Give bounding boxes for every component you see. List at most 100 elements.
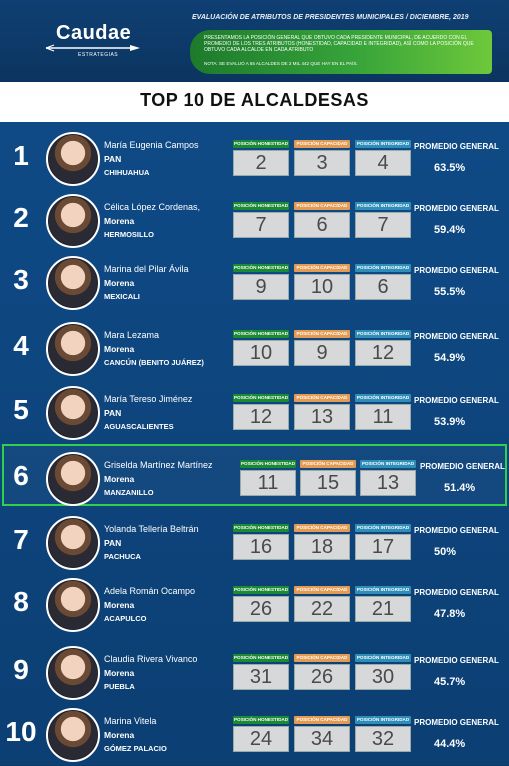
mayor-row: 6 Griselda Martínez Martínez Morena MANZ… (0, 446, 509, 510)
honestidad-value: 24 (233, 726, 289, 752)
integridad-label: POSICIÓN INTEGRIDAD (355, 654, 411, 662)
capacidad-position: POSICIÓN CAPACIDAD 10 (294, 264, 350, 300)
honestidad-value: 9 (233, 274, 289, 300)
honestidad-label: POSICIÓN HONESTIDAD (233, 264, 289, 272)
highlight-frame (2, 444, 507, 506)
mayor-row: 10 Marina Vitela Morena GÓMEZ PALACIO PO… (0, 702, 509, 766)
mayor-photo (46, 132, 100, 186)
integridad-value: 11 (355, 404, 411, 430)
mayor-party: Morena (104, 344, 135, 354)
mayor-photo (46, 386, 100, 440)
promedio-label: PROMEDIO GENERAL (414, 332, 499, 341)
mayor-name: Griselda Martínez Martínez (104, 460, 213, 470)
mayor-party: Morena (104, 474, 135, 484)
mayor-row: 9 Claudia Rivera Vivanco Morena PUEBLA P… (0, 640, 509, 704)
mayor-photo (46, 194, 100, 248)
integridad-position: POSICIÓN INTEGRIDAD 12 (355, 330, 411, 366)
description-text: PRESENTAMOS LA POSICIÓN GENERAL QUE OBTU… (204, 35, 474, 54)
rank-number: 5 (13, 394, 29, 425)
mayor-row: 8 Adela Román Ocampo Morena ACAPULCO POS… (0, 572, 509, 636)
capacidad-value: 26 (294, 664, 350, 690)
promedio-label: PROMEDIO GENERAL (414, 142, 499, 151)
note-text: NOTA: SE EVALUÓ A 55 ALCALDES DE 2 MIL 4… (204, 61, 358, 66)
integridad-value: 21 (355, 596, 411, 622)
promedio-value: 51.4% (444, 482, 476, 494)
mayor-photo (46, 646, 100, 700)
mayor-row: 7 Yolanda Tellería Beltrán PAN PACHUCA P… (0, 510, 509, 574)
integridad-value: 7 (355, 212, 411, 238)
honestidad-value: 26 (233, 596, 289, 622)
capacidad-value: 10 (294, 274, 350, 300)
capacidad-value: 13 (294, 404, 350, 430)
rank-number: 9 (13, 654, 29, 685)
integridad-position: POSICIÓN INTEGRIDAD 4 (355, 140, 411, 176)
promedio-value: 45.7% (434, 676, 466, 688)
integridad-label: POSICIÓN INTEGRIDAD (355, 716, 411, 724)
rank-number: 7 (13, 524, 29, 555)
integridad-label: POSICIÓN INTEGRIDAD (360, 460, 416, 468)
honestidad-position: POSICIÓN HONESTIDAD 7 (233, 202, 289, 238)
capacidad-value: 6 (294, 212, 350, 238)
mayor-photo (46, 516, 100, 570)
honestidad-position: POSICIÓN HONESTIDAD 24 (233, 716, 289, 752)
capacidad-value: 3 (294, 150, 350, 176)
capacidad-label: POSICIÓN CAPACIDAD (294, 394, 350, 402)
capacidad-label: POSICIÓN CAPACIDAD (294, 716, 350, 724)
integridad-label: POSICIÓN INTEGRIDAD (355, 524, 411, 532)
mayor-row: 4 Mara Lezama Morena CANCÚN (BENITO JUÁR… (0, 316, 509, 380)
promedio-value: 59.4% (434, 224, 466, 236)
capacidad-label: POSICIÓN CAPACIDAD (294, 586, 350, 594)
capacidad-value: 15 (300, 470, 356, 496)
capacidad-position: POSICIÓN CAPACIDAD 18 (294, 524, 350, 560)
rank-number: 6 (13, 460, 29, 491)
mayor-party: Morena (104, 730, 135, 740)
mayor-city: MEXICALI (104, 292, 140, 301)
integridad-value: 4 (355, 150, 411, 176)
capacidad-value: 9 (294, 340, 350, 366)
integridad-position: POSICIÓN INTEGRIDAD 7 (355, 202, 411, 238)
mayor-city: PACHUCA (104, 552, 141, 561)
honestidad-position: POSICIÓN HONESTIDAD 2 (233, 140, 289, 176)
honestidad-position: POSICIÓN HONESTIDAD 12 (233, 394, 289, 430)
honestidad-value: 7 (233, 212, 289, 238)
rank-number: 8 (13, 586, 29, 617)
rank-number: 10 (5, 716, 37, 747)
promedio-value: 47.8% (434, 608, 466, 620)
mayor-name: María Eugenia Campos (104, 140, 199, 150)
integridad-label: POSICIÓN INTEGRIDAD (355, 264, 411, 272)
capacidad-value: 22 (294, 596, 350, 622)
honestidad-label: POSICIÓN HONESTIDAD (233, 330, 289, 338)
integridad-value: 30 (355, 664, 411, 690)
mayor-photo (46, 708, 100, 762)
mayor-city: AGUASCALIENTES (104, 422, 174, 431)
mayor-name: María Tereso Jiménez (104, 394, 193, 404)
capacidad-label: POSICIÓN CAPACIDAD (294, 140, 350, 148)
mayor-party: Morena (104, 278, 135, 288)
mayor-name: Mara Lezama (104, 330, 160, 340)
honestidad-label: POSICIÓN HONESTIDAD (233, 202, 289, 210)
honestidad-value: 12 (233, 404, 289, 430)
promedio-label: PROMEDIO GENERAL (414, 526, 499, 535)
mayor-city: CHIHUAHUA (104, 168, 150, 177)
integridad-position: POSICIÓN INTEGRIDAD 13 (360, 460, 416, 496)
honestidad-value: 16 (233, 534, 289, 560)
description-box: PRESENTAMOS LA POSICIÓN GENERAL QUE OBTU… (190, 30, 492, 74)
report-title: EVALUACIÓN DE ATRIBUTOS DE PRESIDENTES M… (192, 14, 469, 21)
integridad-value: 12 (355, 340, 411, 366)
mayor-photo (46, 578, 100, 632)
capacidad-position: POSICIÓN CAPACIDAD 9 (294, 330, 350, 366)
integridad-position: POSICIÓN INTEGRIDAD 6 (355, 264, 411, 300)
promedio-value: 50% (434, 546, 457, 558)
mayor-city: PUEBLA (104, 682, 135, 691)
integridad-label: POSICIÓN INTEGRIDAD (355, 202, 411, 210)
caudae-logo: Caudae ESTRATEGIAS (40, 22, 150, 62)
mayor-name: Yolanda Tellería Beltrán (104, 524, 199, 534)
capacidad-label: POSICIÓN CAPACIDAD (294, 264, 350, 272)
capacidad-position: POSICIÓN CAPACIDAD 15 (300, 460, 356, 496)
honestidad-value: 10 (233, 340, 289, 366)
honestidad-label: POSICIÓN HONESTIDAD (233, 524, 289, 532)
honestidad-label: POSICIÓN HONESTIDAD (233, 654, 289, 662)
logo-sub: ESTRATEGIAS (78, 52, 119, 58)
integridad-value: 6 (355, 274, 411, 300)
honestidad-position: POSICIÓN HONESTIDAD 11 (240, 460, 296, 496)
